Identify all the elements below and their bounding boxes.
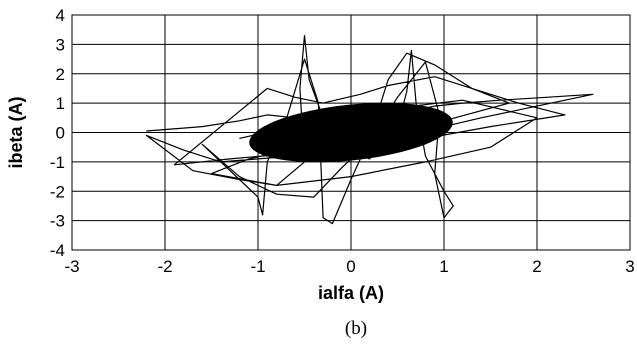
y-tick-label: 4 [56, 6, 65, 25]
y-axis-label: ibeta (A) [6, 96, 26, 168]
plot-frame [71, 14, 631, 251]
x-tick-label: -1 [250, 257, 265, 276]
y-tick-label: 2 [56, 65, 65, 84]
figure-caption: (b) [345, 318, 367, 339]
y-tick-label: 0 [56, 124, 65, 143]
y-tick-label: -1 [50, 153, 65, 172]
y-tick-label: 1 [56, 94, 65, 113]
y-tick-label: -2 [50, 182, 65, 201]
y-tick-label: -3 [50, 212, 65, 231]
x-tick-label: 1 [439, 257, 448, 276]
x-tick-label: -3 [64, 257, 79, 276]
y-tick-label: -4 [50, 241, 65, 260]
x-tick-labels: -3 -2 -1 0 1 2 3 [64, 257, 634, 276]
x-tick-label: 0 [346, 257, 355, 276]
series-dense-core [249, 102, 453, 163]
plot-area [145, 34, 594, 225]
x-tick-label: 3 [625, 257, 634, 276]
y-tick-label: 3 [56, 35, 65, 54]
x-tick-label: 2 [532, 257, 541, 276]
x-axis-label: ialfa (A) [318, 283, 384, 303]
y-tick-labels: -4 -3 -2 -1 0 1 2 3 4 [50, 6, 65, 260]
grid-lines [71, 14, 631, 251]
x-tick-label: -2 [157, 257, 172, 276]
